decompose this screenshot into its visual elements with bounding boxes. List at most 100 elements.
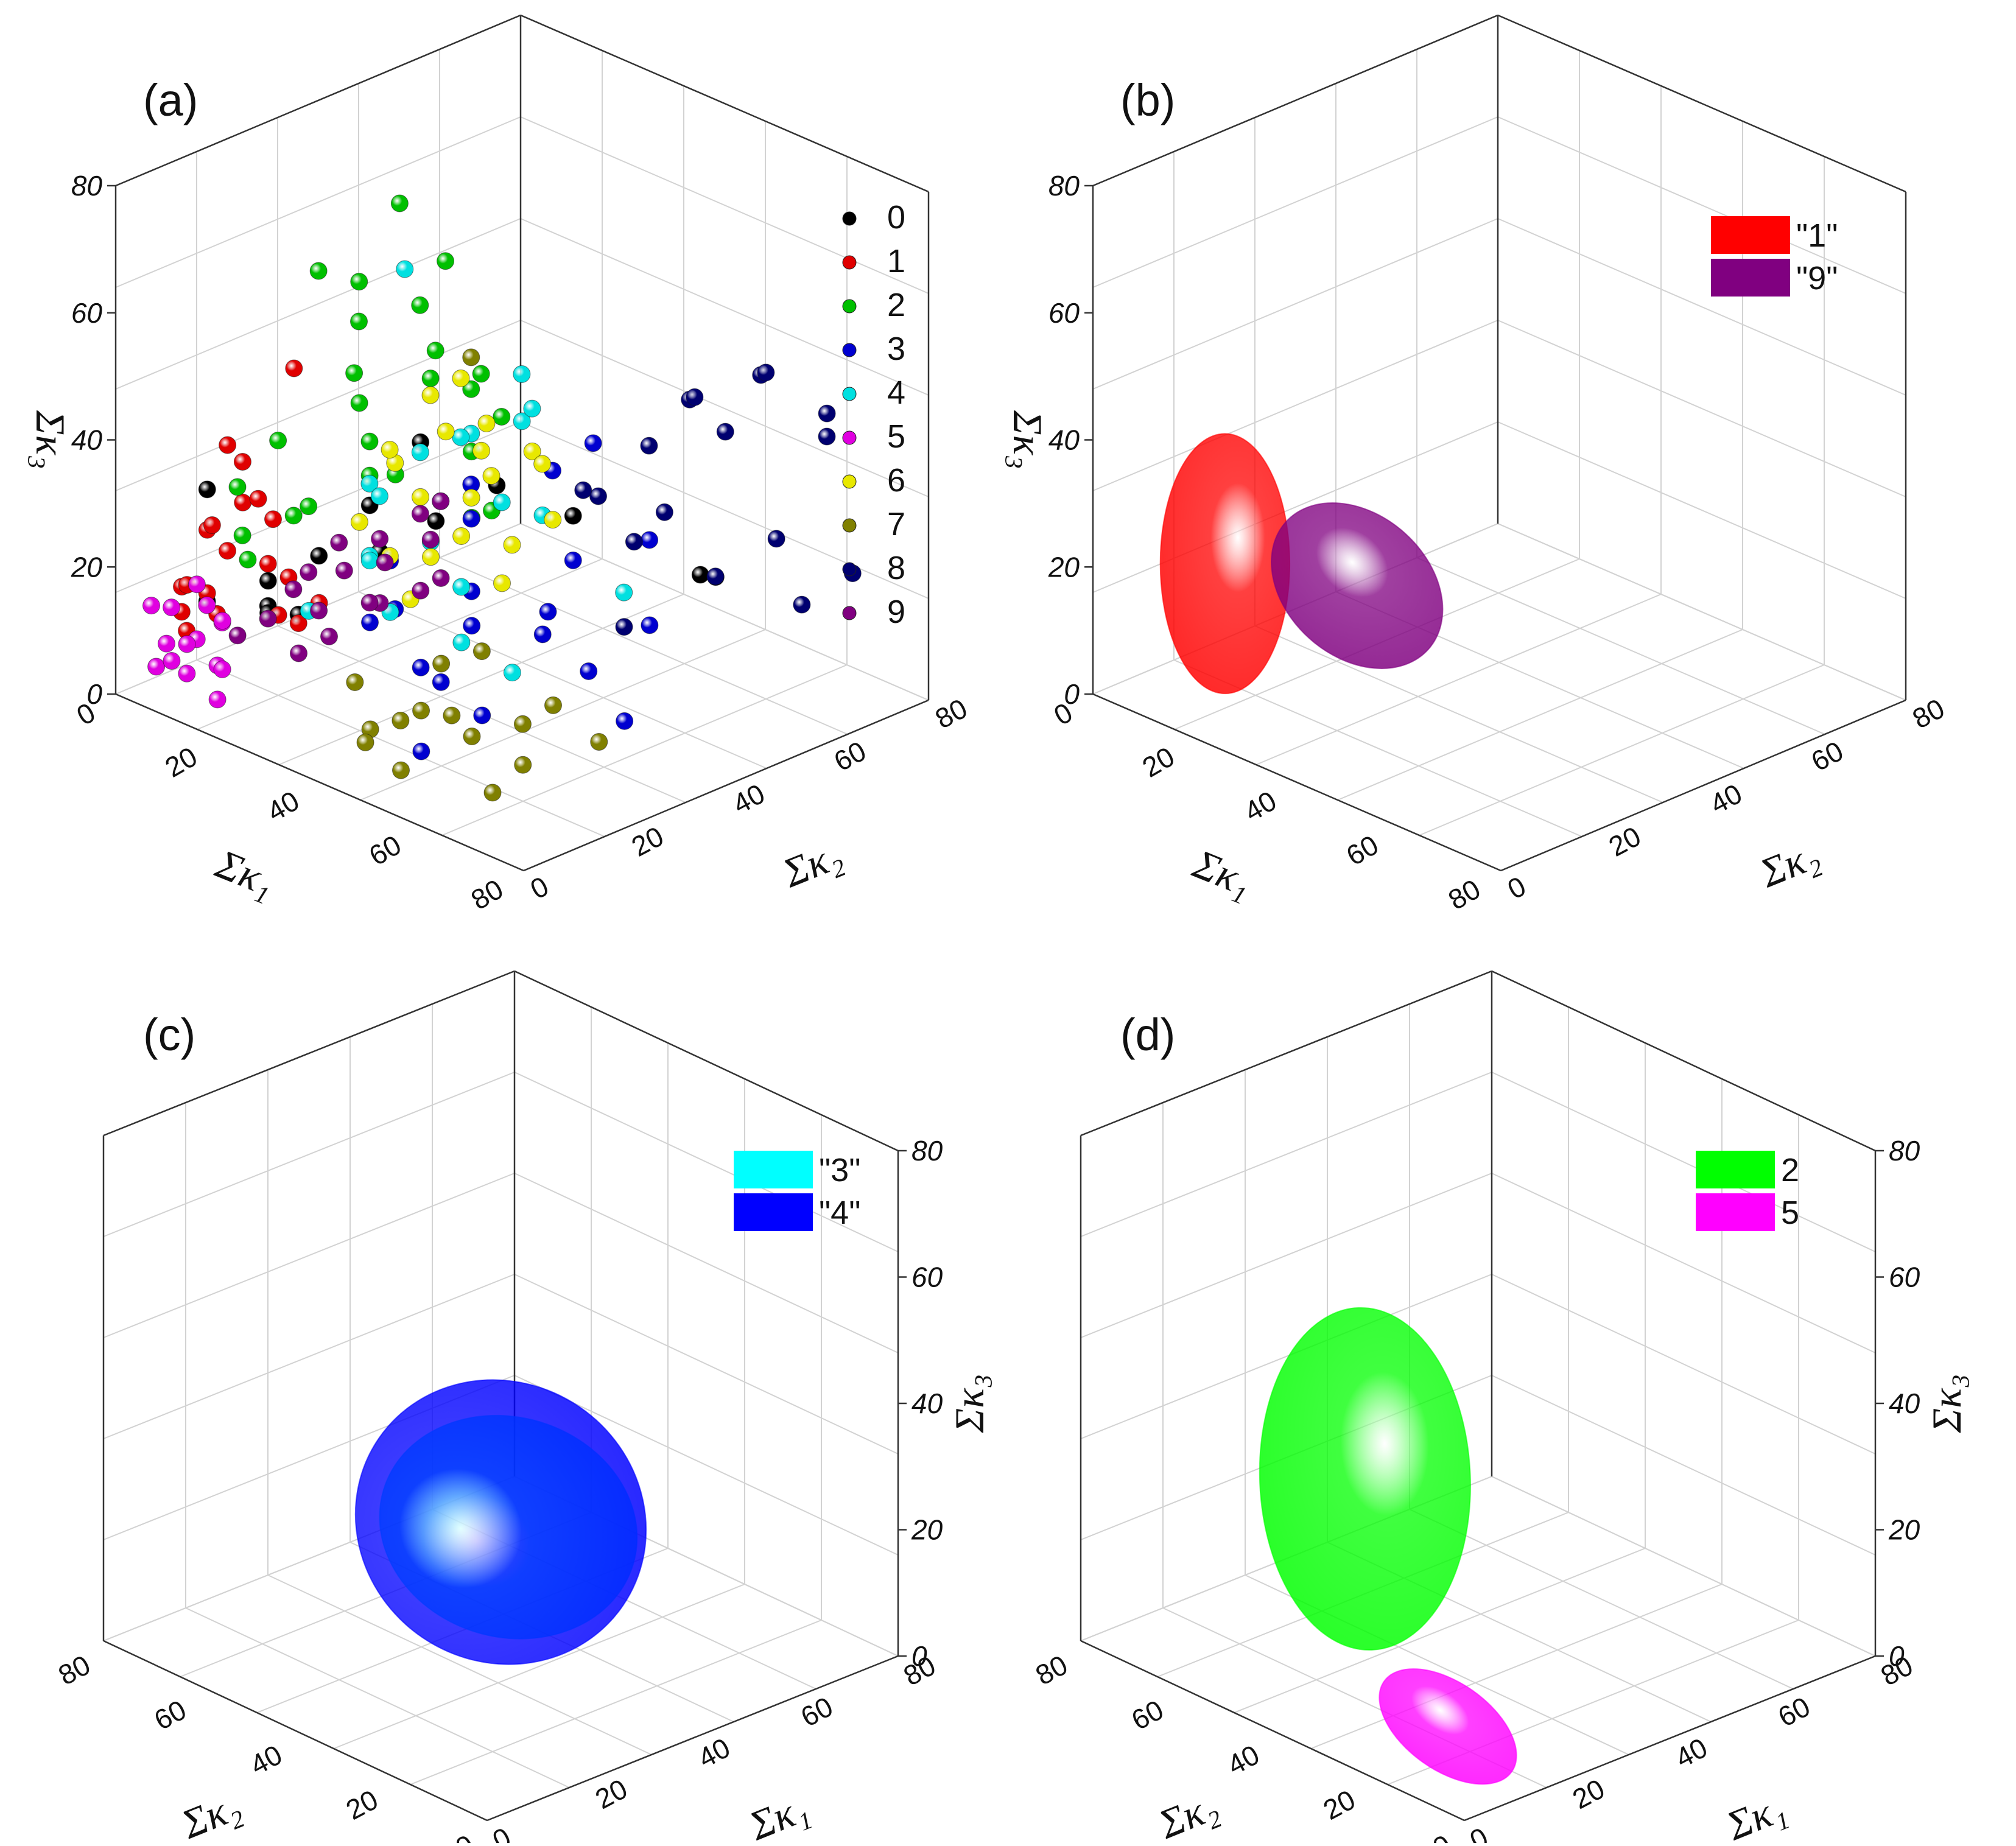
data-point (320, 627, 338, 645)
grid-line (115, 421, 521, 593)
data-point (818, 404, 836, 423)
data-point (350, 312, 368, 331)
z-tick-label: 0 (86, 678, 102, 710)
legend-marker (842, 211, 857, 226)
data-point (432, 569, 450, 587)
data-point (228, 478, 247, 496)
box-edge (1080, 1640, 1465, 1822)
legend-label: 7 (887, 506, 905, 542)
data-point (412, 488, 429, 506)
data-point (360, 594, 379, 612)
data-point (421, 530, 440, 549)
z-tick-label: 80 (1048, 170, 1080, 202)
data-point (411, 443, 429, 461)
data-point (463, 728, 481, 745)
data-point (259, 572, 277, 590)
data-point (198, 596, 216, 614)
data-point (818, 427, 836, 446)
legend-marker (842, 299, 857, 314)
series-6 (350, 369, 562, 608)
legend-marker (842, 562, 857, 577)
y-axis-title: Σκ₂ (776, 831, 848, 896)
panel-label: (d) (1120, 1009, 1175, 1060)
data-point (284, 580, 303, 598)
data-point (584, 434, 602, 452)
grid-line (103, 1173, 515, 1338)
grid-line (1092, 218, 1498, 390)
grid-line (520, 116, 929, 294)
z-tick-label: 60 (911, 1262, 943, 1293)
data-point (544, 696, 562, 714)
data-marks (1259, 1307, 1517, 1785)
grid-line (115, 116, 521, 288)
grid-line (1497, 421, 1906, 599)
x-tick-label: 20 (1137, 740, 1179, 784)
data-point (361, 613, 379, 631)
z-tick-label: 60 (1048, 297, 1080, 329)
series-5 (142, 575, 231, 709)
y-tick-label: 40 (245, 1738, 287, 1781)
data-point (513, 412, 531, 430)
grid-line (1497, 523, 1906, 701)
grid-line (267, 1574, 652, 1755)
x-axis-title: Σκ₁ (1719, 1784, 1792, 1843)
grid-line (185, 1607, 570, 1788)
legend: "1""9" (1711, 216, 1838, 297)
y-tick-label: 60 (149, 1694, 192, 1736)
data-marks (354, 1379, 647, 1665)
z-tick-label: 40 (71, 424, 103, 456)
grid-line (514, 1173, 899, 1353)
data-point (523, 442, 541, 460)
ellipsoid-4 (354, 1379, 647, 1665)
z-tick-label: 0 (1889, 1640, 1905, 1672)
data-point (350, 394, 368, 412)
data-point (523, 399, 541, 418)
data-point (616, 712, 634, 730)
grid (1080, 970, 1876, 1821)
x-tick-label: 20 (160, 740, 202, 784)
legend-label: 5 (1781, 1195, 1799, 1231)
z-tick-label: 40 (1048, 424, 1080, 456)
legend-label: 9 (887, 594, 905, 630)
legend-label: 5 (887, 418, 905, 455)
y-tick-label: 0 (1428, 1828, 1456, 1843)
data-point (533, 455, 552, 473)
data-point (284, 507, 303, 525)
data-point (396, 260, 414, 278)
data-point (411, 296, 429, 314)
data-point (290, 644, 307, 662)
data-point (615, 583, 633, 602)
x-tick-label: 40 (693, 1732, 736, 1774)
grid-line (1497, 116, 1906, 294)
z-tick-label: 80 (71, 170, 103, 202)
box-edge (115, 693, 524, 872)
data-point (539, 603, 557, 621)
grid-line (1080, 1274, 1492, 1439)
data-point (513, 365, 531, 383)
data-point (706, 567, 725, 586)
data-point (432, 673, 450, 691)
data-point (432, 492, 450, 510)
grid-line (1416, 557, 1825, 735)
data-point (493, 493, 511, 511)
x-tick-label: 40 (1239, 785, 1282, 828)
grid-line (197, 558, 603, 730)
data-point (503, 664, 521, 682)
data-point (356, 733, 374, 751)
grid-line (196, 659, 605, 837)
x-tick-label: 40 (262, 785, 304, 828)
data-point (514, 756, 532, 774)
legend-marker (842, 518, 857, 533)
grid-line (514, 1375, 899, 1556)
legend-marker (842, 343, 857, 357)
x-tick-label: 0 (1464, 1821, 1493, 1843)
y-tick-label: 0 (525, 870, 553, 905)
data-point (452, 428, 470, 446)
data-point (330, 533, 348, 552)
grid-line (1409, 1509, 1794, 1690)
grid-line (115, 218, 521, 390)
data-point (392, 761, 410, 779)
data-point (533, 625, 552, 644)
